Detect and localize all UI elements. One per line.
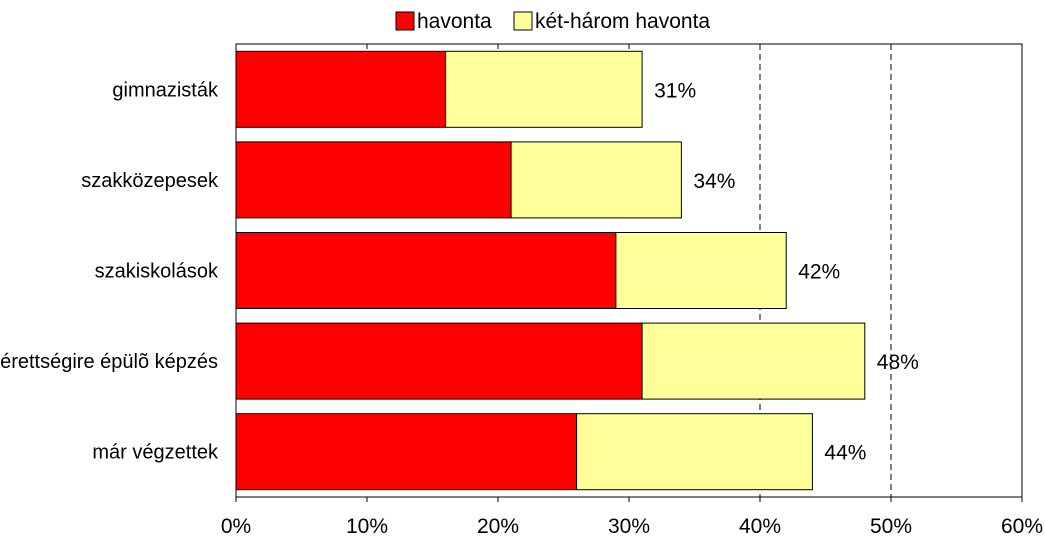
total-data-label: 48% — [877, 351, 919, 374]
x-tick-label: 0% — [221, 515, 251, 538]
bar-havonta — [235, 322, 643, 400]
total-data-label: 42% — [798, 261, 840, 284]
x-tick-label: 30% — [608, 515, 650, 538]
bar-havonta — [235, 141, 512, 219]
total-data-label: 44% — [824, 442, 866, 465]
total-data-label: 34% — [693, 170, 735, 193]
bar-havonta — [235, 232, 617, 309]
bar-ket-harom-havonta — [445, 50, 643, 128]
category-label: szakközepesek — [81, 170, 219, 192]
category-label: érettségire épülõ képzés — [0, 351, 218, 373]
category-label: szakiskolások — [95, 261, 219, 283]
category-label: gimnazisták — [112, 79, 219, 101]
category-label: már végzettek — [92, 442, 219, 464]
legend-swatch-ket-harom-havonta — [513, 11, 533, 31]
legend-swatch-havonta — [395, 11, 415, 31]
x-tick-label: 20% — [477, 515, 519, 538]
total-data-label: 31% — [654, 79, 696, 102]
x-tick-label: 40% — [739, 515, 781, 538]
bar-havonta — [235, 50, 447, 128]
legend-label: havonta — [417, 10, 492, 33]
bar-ket-harom-havonta — [641, 322, 866, 400]
legend-label: két-három havonta — [535, 10, 710, 33]
x-tick-label: 50% — [870, 515, 912, 538]
bar-ket-harom-havonta — [615, 232, 787, 309]
legend: havonta két-három havonta — [395, 10, 710, 33]
bar-ket-harom-havonta — [576, 413, 813, 491]
bar-ket-harom-havonta — [510, 141, 682, 219]
x-tick-label: 10% — [346, 515, 388, 538]
bar-havonta — [235, 413, 578, 491]
x-tick-label: 60% — [1001, 515, 1043, 538]
